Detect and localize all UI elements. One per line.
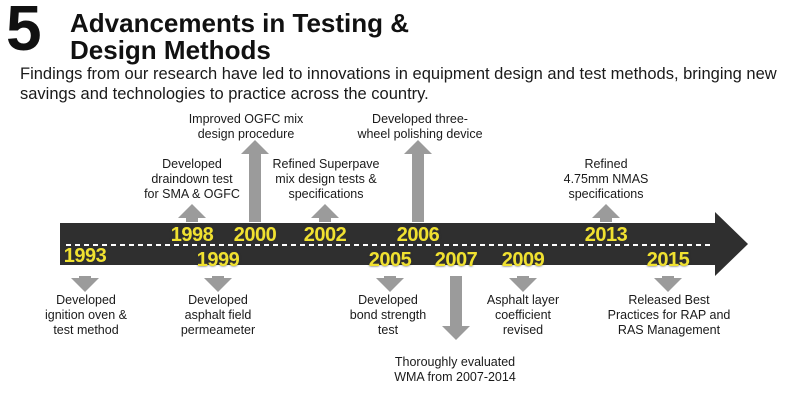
event-description-line: draindown test (151, 172, 233, 186)
event-arrow-2002 (311, 204, 339, 222)
year-label-2000: 2000 (233, 224, 277, 246)
event-arrow-2015 (654, 276, 682, 292)
event-description-line: WMA from 2007-2014 (394, 370, 516, 384)
event-description-line: permeameter (180, 323, 256, 337)
event-description-line: test method (53, 323, 119, 337)
page-subtitle: Findings from our research have led to i… (20, 65, 777, 103)
event-arrow-1999 (204, 276, 232, 292)
year-label-2013: 2013 (584, 224, 628, 246)
page-title: Advancements in Testing & Design Methods (70, 10, 409, 64)
year-label-2009: 2009 (501, 249, 545, 271)
event-description-1993: Developed ignition oven & test method (40, 293, 132, 338)
year-label-2002: 2002 (303, 224, 347, 246)
event-description-line: wheel polishing device (357, 127, 483, 141)
event-description-line: Refined Superpave (272, 157, 380, 171)
title-line-1: Advancements in Testing & (70, 8, 410, 38)
event-description-line: mix design tests & (275, 172, 377, 186)
event-arrow-2013 (592, 204, 620, 222)
event-description-2002: Refined Superpave mix design tests & speci… (265, 157, 387, 202)
event-description-1999: Developed asphalt field permeameter (170, 293, 266, 338)
event-description-2009: Asphalt layer coefficient revised (470, 293, 576, 338)
event-description-line: Thoroughly evaluated (394, 355, 516, 369)
event-description-line: Asphalt layer (486, 293, 560, 307)
event-arrow-2006 (404, 140, 432, 222)
event-description-1998: Developed draindown test for SMA & OGFC (144, 157, 240, 202)
year-label-1998: 1998 (170, 224, 214, 246)
event-description-line: Developed (358, 293, 418, 307)
event-description-line: ignition oven & (44, 308, 127, 322)
event-description-line: specifications (568, 187, 644, 201)
event-description-line: test (377, 323, 399, 337)
event-arrow-1998 (178, 204, 206, 222)
event-description-2015: Released Best Practices for RAP and RAS Ma… (605, 293, 733, 338)
year-label-1993: 1993 (63, 245, 107, 267)
event-description-line: 4.75mm NMAS (563, 172, 649, 186)
year-label-2005: 2005 (368, 249, 412, 271)
event-description-line: bond strength (349, 308, 427, 322)
event-description-line: for SMA & OGFC (144, 187, 240, 201)
title-line-2: Design Methods (70, 35, 271, 65)
event-arrow-2009 (509, 276, 537, 292)
event-description-line: revised (502, 323, 544, 337)
event-description-2013: Refined 4.75mm NMAS specifications (556, 157, 656, 202)
event-description-2007: Thoroughly evaluated WMA from 2007-2014 (390, 355, 520, 385)
event-description-line: Improved OGFC mix (188, 112, 304, 126)
event-description-line: design procedure (197, 127, 295, 141)
event-description-line: Developed three- (372, 112, 468, 126)
year-label-2007: 2007 (434, 249, 478, 271)
event-description-2006: Developed three-wheel polishing device (350, 112, 490, 142)
event-arrow-2007 (442, 276, 470, 340)
event-arrow-2005 (376, 276, 404, 292)
event-arrows (71, 140, 682, 340)
event-description-line: Developed (188, 293, 248, 307)
event-description-line: Practices for RAP and (607, 308, 731, 322)
event-description-2000: Improved OGFC mix design procedure (186, 112, 306, 142)
event-description-line: specifications (288, 187, 364, 201)
year-label-2006: 2006 (396, 224, 440, 246)
event-description-line: Released Best (628, 293, 710, 307)
event-description-line: Refined (584, 157, 628, 171)
year-label-1999: 1999 (196, 249, 240, 271)
year-label-2015: 2015 (646, 249, 690, 271)
event-description-line: Developed (56, 293, 116, 307)
section-number: 5 (6, 0, 42, 64)
event-description-line: coefficient (494, 308, 552, 322)
event-arrow-2000 (241, 140, 269, 222)
event-description-2005: Developed bond strength test (338, 293, 438, 338)
event-description-line: Developed (162, 157, 222, 171)
event-description-line: RAS Management (617, 323, 721, 337)
event-arrow-1993 (71, 276, 99, 292)
event-description-line: asphalt field (184, 308, 252, 322)
